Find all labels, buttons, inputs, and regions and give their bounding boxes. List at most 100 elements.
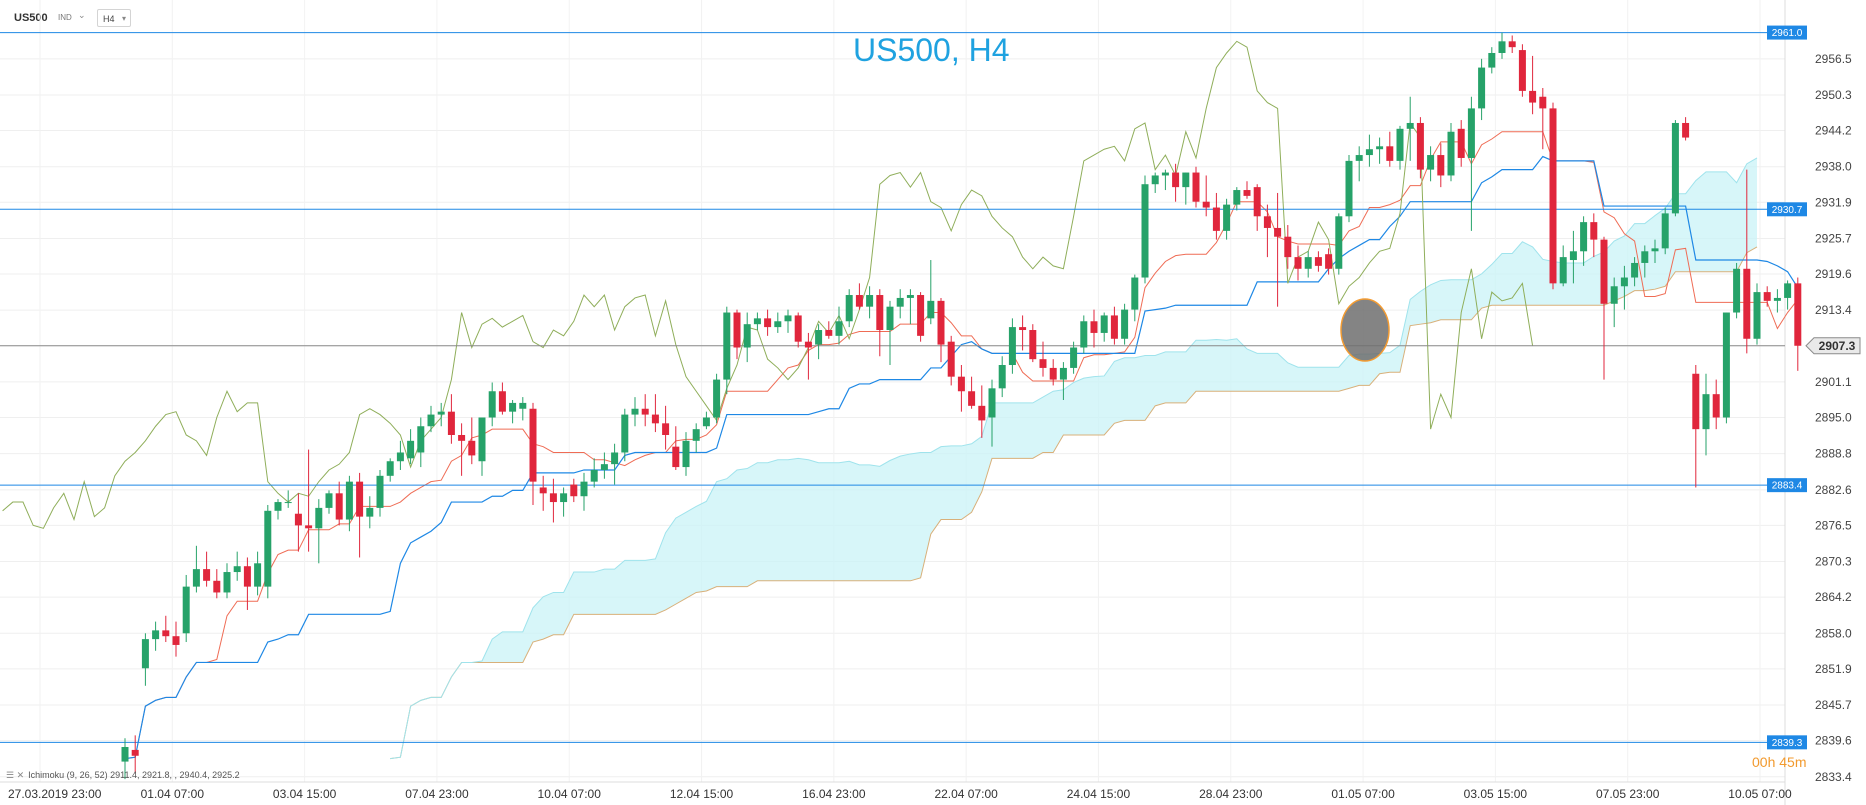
candle-body [580,481,588,497]
candle-body [600,464,608,470]
candle-body [396,452,404,462]
candle-body [498,391,506,412]
candle-body [1722,312,1730,418]
candle-body [458,434,466,441]
candle-body [345,481,353,520]
candle-body [927,300,935,319]
timeframe-value: H4 [103,14,115,24]
indicators-button[interactable]: IND [58,13,72,22]
candle-body [162,630,170,637]
price-tick-label: 2944.2 [1815,124,1852,138]
candle-body [1569,251,1577,261]
level-tag [1767,202,1807,217]
time-tick-label: 27.03.2019 23:00 [8,787,102,801]
timeframe-select[interactable]: H4 ▾ [97,9,131,27]
candle-body [509,402,517,412]
candle-body [1529,90,1537,103]
candle-body [203,569,211,581]
current-price-label: 2907.3 [1819,339,1856,353]
candle-body [121,747,129,762]
candle-body [1682,122,1690,138]
candle-body [743,324,751,348]
candle-body [1753,292,1761,339]
candle-body [1784,283,1792,298]
candle-body [662,423,670,435]
candle-body [1559,257,1567,284]
candle-body [1284,236,1292,258]
chevron-down-icon: ▾ [121,14,126,23]
candle-body [1661,213,1669,249]
candle-body [1090,321,1098,333]
candle-body [906,295,914,298]
candle-body [1039,359,1047,368]
candle-body [1080,321,1088,348]
candle-body [141,639,149,669]
candle-body [1365,149,1373,156]
candle-body [1600,239,1608,304]
level-tag-label: 2839.3 [1772,738,1803,749]
level-tag [1767,478,1807,493]
grid-lines [0,0,1786,805]
candle-body [937,300,945,345]
candle-body [672,446,680,468]
candle-body [1620,277,1628,287]
candle-body [1406,122,1414,129]
settings-icon[interactable]: ☰ ✕ [6,770,25,780]
candle-body [570,484,578,497]
candle-body [1580,222,1588,252]
candle-body [753,318,761,325]
time-tick-label: 10.05 07:00 [1728,787,1792,801]
candle-body [1161,172,1169,176]
level-tag-label: 2930.7 [1772,205,1803,216]
candle-body [1386,146,1394,161]
senkou-span-b-line [390,246,1758,760]
price-tick-label: 2839.6 [1815,734,1852,748]
time-tick-label: 28.04 23:00 [1199,787,1263,801]
candle-body [1182,172,1190,188]
candle-body [804,341,812,348]
price-tick-label: 2919.6 [1815,267,1852,281]
horizontal-levels[interactable] [0,32,1785,743]
candle-body [1396,128,1404,161]
candle-body [1345,160,1353,217]
candle-body [1335,216,1343,269]
candle-body [896,297,904,307]
time-tick-label: 03.05 15:00 [1464,787,1528,801]
candle-body [784,315,792,322]
candle-body [1437,155,1445,176]
candle-body [1294,257,1302,269]
candle-body [1743,268,1751,339]
chevron-down-icon[interactable]: ⌄ [78,10,86,20]
candle-body [1539,96,1547,109]
candle-body [1641,251,1649,263]
candle-body [192,569,200,587]
candle-body [1263,216,1271,228]
candle-body [988,388,996,418]
time-tick-label: 07.04 23:00 [405,787,469,801]
candle-body [335,493,343,520]
candle-body [825,330,833,336]
candle-body [529,408,537,482]
candle-body [723,312,731,380]
candle-body [468,440,476,456]
price-tick-label: 2864.2 [1815,590,1852,604]
cloud-area [390,157,1758,759]
candle-body [1314,257,1322,266]
candle-body [1712,394,1720,418]
candle-body [386,461,394,476]
candle-body [1121,309,1129,339]
symbol-label[interactable]: US500 [14,12,48,24]
candle-body [641,408,649,415]
time-axis[interactable]: 27.03.2019 23:00 01.04 07:00 03.04 15:00 07… [8,787,1792,801]
current-price-tag [1805,337,1861,355]
level-tag [1767,735,1807,750]
chart-toolbar: US500 IND ⌄ H4 ▾ [0,0,600,36]
level-tag [1767,25,1807,40]
candle-body [713,379,721,418]
price-axis[interactable]: 2956.5 2950.3 2944.2 2938.0 2931.9 2925.7 2919… [1767,25,1861,784]
candle-body [876,295,884,331]
candle-body [1100,315,1108,333]
kijun-line [124,155,1799,760]
highlight-ellipse[interactable] [1340,298,1390,362]
